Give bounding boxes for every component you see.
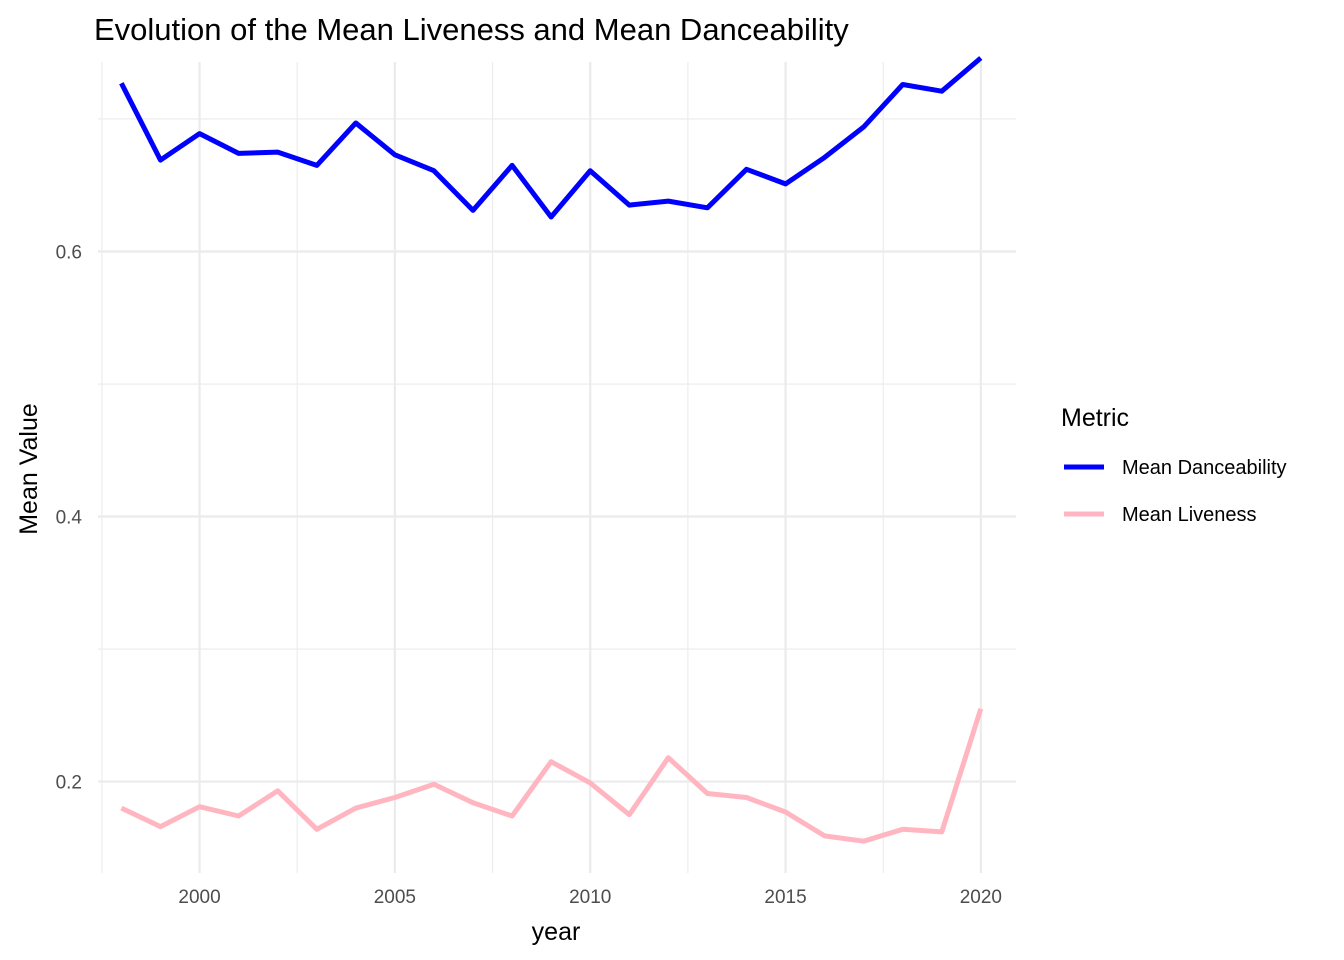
x-tick-label: 2005 [374,887,416,908]
series-line-mean-liveness [120,707,984,844]
y-tick-label: 0.2 [56,773,82,794]
legend-label-mean-liveness: Mean Liveness [1122,504,1257,526]
x-axis-title: year [532,918,581,946]
x-tick-label: 2020 [960,887,1002,908]
legend-label-mean-danceability: Mean Danceability [1122,457,1287,479]
series-line-mean-danceability [119,56,983,220]
y-tick-labels: 0.2 0.4 0.6 [56,242,83,793]
y-axis-title: Mean Value [15,403,43,535]
plot-grid [98,62,1016,873]
series-lines [119,56,984,844]
y-tick-label: 0.4 [56,508,83,529]
legend-title: Metric [1061,404,1129,432]
chart-title: Evolution of the Mean Liveness and Mean … [94,12,849,47]
x-tick-label: 2010 [569,887,611,908]
x-tick-label: 2000 [178,887,220,908]
x-tick-labels: 2000 2005 2010 2015 2020 [178,887,1002,908]
y-tick-label: 0.6 [56,242,82,263]
x-tick-label: 2015 [764,887,806,908]
legend: Metric Mean Danceability Mean Liveness [1061,404,1287,526]
